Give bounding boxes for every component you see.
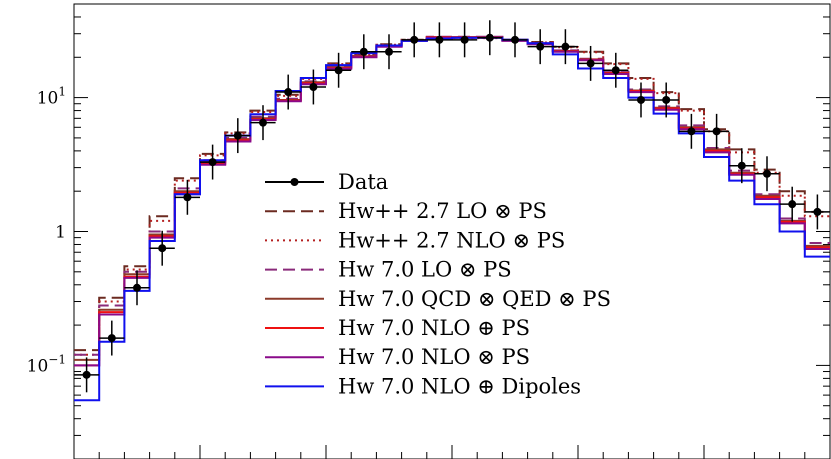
data-point	[578, 45, 604, 81]
y-tick-label: 10−1	[27, 352, 66, 376]
data-point	[426, 22, 452, 58]
data-point	[326, 52, 352, 88]
data-point	[99, 320, 125, 356]
legend-entry: Hw++ 2.7 LO ⊗ PS	[265, 199, 547, 223]
data-point	[477, 20, 503, 56]
data-point	[603, 52, 629, 88]
legend-label: Hw++ 2.7 NLO ⊗ PS	[338, 228, 565, 252]
legend-entry: Hw 7.0 NLO ⊕ PS	[265, 316, 530, 340]
data-point	[754, 156, 780, 192]
data-point	[124, 270, 150, 306]
data-point	[678, 113, 704, 149]
data-point	[200, 144, 226, 180]
y-tick-label: 1	[55, 223, 66, 243]
data-point	[300, 69, 326, 105]
data-point	[502, 22, 528, 58]
data-point	[74, 357, 100, 393]
legend-label: Hw++ 2.7 LO ⊗ PS	[338, 199, 547, 223]
legend-entry: Hw 7.0 NLO ⊕ Dipoles	[265, 374, 581, 398]
legend-label: Hw 7.0 NLO ⊗ PS	[338, 345, 530, 369]
legend-entry: Hw 7.0 QCD ⊗ QED ⊗ PS	[265, 287, 611, 311]
data-point	[225, 118, 251, 154]
data-point	[804, 194, 830, 230]
data-point	[779, 186, 805, 222]
y-tick-label: 101	[37, 85, 66, 109]
series-line	[74, 36, 830, 402]
axis-ticks	[74, 3, 830, 459]
data-point	[653, 82, 679, 118]
data-point	[401, 22, 427, 58]
legend-label: Hw 7.0 LO ⊗ PS	[338, 258, 512, 282]
legend-label: Data	[338, 170, 388, 194]
data-point	[527, 29, 553, 65]
data-point	[250, 105, 276, 141]
data-point	[275, 74, 301, 110]
plot-frame	[73, 3, 831, 459]
data-point	[149, 230, 175, 266]
legend-entry: Hw++ 2.7 NLO ⊗ PS	[265, 228, 565, 252]
legend: Data Hw++ 2.7 LO ⊗ PS Hw++ 2.7 NLO ⊗ PS Hw …	[265, 170, 611, 398]
legend-entry: Hw 7.0 LO ⊗ PS	[265, 258, 512, 282]
data-point	[351, 34, 377, 70]
data-point	[628, 82, 654, 118]
data-point	[452, 22, 478, 58]
y-tick-labels: 10−1 1 101	[27, 85, 66, 377]
data-point	[376, 34, 402, 70]
data-point	[704, 113, 730, 149]
data-point	[552, 29, 578, 65]
data-point	[174, 179, 200, 215]
legend-label: Hw 7.0 NLO ⊕ Dipoles	[338, 374, 581, 398]
legend-entry: Data	[265, 170, 388, 194]
legend-label: Hw 7.0 NLO ⊕ PS	[338, 316, 530, 340]
legend-label: Hw 7.0 QCD ⊗ QED ⊗ PS	[338, 287, 611, 311]
legend-entry: Hw 7.0 NLO ⊗ PS	[265, 345, 530, 369]
data-points-layer	[74, 20, 830, 393]
data-point	[729, 148, 755, 184]
